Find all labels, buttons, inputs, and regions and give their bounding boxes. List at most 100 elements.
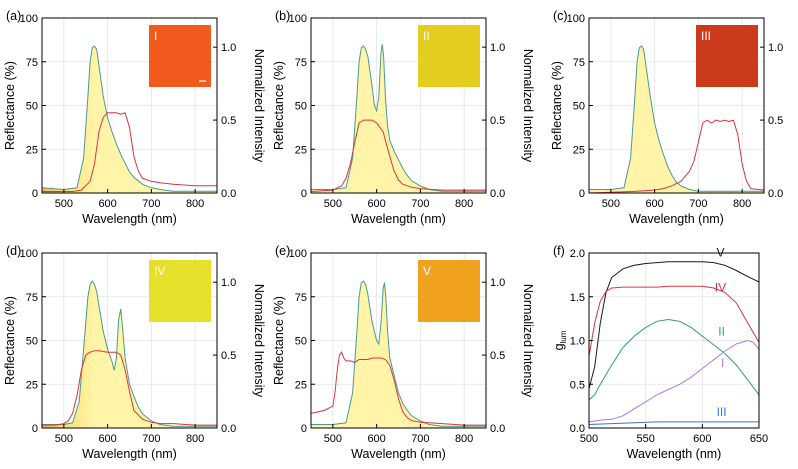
y-axis-label: Reflectance (%) — [550, 61, 564, 150]
y2-tick-label: 0.0 — [768, 188, 783, 200]
y-tick-label: 100 — [20, 248, 38, 260]
y-tick-label: 0.5 — [570, 379, 585, 391]
x-tick-label: 800 — [733, 198, 751, 210]
panel-4: IV 500 600 700 800 0 25 50 75 100 0.0 0.5 1.0 Wavelen… — [3, 244, 266, 461]
x-tick-label: 500 — [55, 433, 73, 445]
x-tick-label: 800 — [455, 198, 473, 210]
y-tick-label: 75 — [26, 292, 38, 304]
y-tick-label: 0 — [301, 423, 307, 435]
y-tick-label: 25 — [26, 379, 38, 391]
y2-tick-label: 1.0 — [490, 42, 505, 54]
y2-tick-label: 0.0 — [221, 423, 236, 435]
emission-line — [310, 119, 486, 192]
y2-tick-label: 0.5 — [490, 115, 505, 127]
reflectance-line — [311, 44, 486, 192]
y-tick-label: 50 — [295, 101, 307, 113]
x-tick-label: 500 — [324, 198, 342, 210]
x-axis-label: Wavelength (nm) — [629, 212, 724, 226]
series-line-4 — [588, 421, 759, 425]
series-label: I — [721, 356, 724, 370]
y-axis-label: Reflectance (%) — [272, 296, 286, 385]
panel-label: (d) — [6, 244, 21, 258]
y-tick-label: 100 — [567, 13, 585, 25]
reflectance-fill — [42, 46, 217, 193]
inset-label: II — [423, 29, 430, 43]
inset-image — [696, 25, 758, 87]
y-tick-label: 25 — [295, 144, 307, 156]
panel-5: V 500 600 700 800 0 25 50 75 100 0.0 0.5 1.0 Waveleng… — [272, 244, 535, 461]
y-tick-label: 25 — [26, 144, 38, 156]
x-tick-label: 700 — [411, 433, 429, 445]
panel-label: (f) — [553, 244, 565, 258]
y2-tick-label: 0.5 — [221, 115, 236, 127]
y-tick-label: 100 — [289, 248, 307, 260]
series-label: III — [717, 405, 727, 419]
y-tick-label: 0 — [32, 188, 38, 200]
y-tick-label: 50 — [295, 336, 307, 348]
x-tick-label: 700 — [689, 198, 707, 210]
y-axis-label: Reflectance (%) — [272, 61, 286, 150]
y-tick-label: 50 — [573, 101, 585, 113]
y-tick-label: 25 — [573, 144, 585, 156]
emission-line — [42, 350, 217, 426]
x-tick-label: 550 — [636, 433, 654, 445]
x-tick-label: 500 — [602, 198, 620, 210]
y2-tick-label: 0.0 — [490, 423, 505, 435]
y-tick-label: 0 — [579, 188, 585, 200]
y2-tick-label: 0.5 — [221, 350, 236, 362]
y-tick-label: 0.0 — [570, 423, 585, 435]
panel-3: III 500 600 700 800 0 25 50 75 100 0.0 0.5 1.0 Wavele… — [550, 9, 783, 226]
x-tick-label: 500 — [324, 433, 342, 445]
y2-tick-label: 0.0 — [221, 188, 236, 200]
y-tick-label: 75 — [26, 57, 38, 69]
y-tick-label: 1.0 — [570, 336, 585, 348]
reflectance-line — [42, 280, 217, 427]
y2-tick-label: 0.5 — [768, 115, 783, 127]
inset-label: IV — [154, 264, 165, 278]
x-tick-label: 600 — [367, 198, 385, 210]
x-axis-label: Wavelength (nm) — [627, 447, 722, 461]
x-tick-label: 600 — [98, 198, 116, 210]
inset-label: I — [154, 29, 157, 43]
x-axis-label: Wavelength (nm) — [82, 212, 177, 226]
y-tick-label: 50 — [26, 101, 38, 113]
inset-image — [418, 260, 480, 322]
y-axis-label-main: g — [552, 343, 566, 350]
x-tick-label: 500 — [580, 433, 598, 445]
x-tick-label: 600 — [98, 433, 116, 445]
series-label: IV — [715, 281, 726, 295]
reflectance-line — [311, 280, 486, 427]
y-tick-label: 25 — [295, 379, 307, 391]
x-tick-label: 650 — [750, 433, 768, 445]
series-line-0 — [588, 261, 760, 389]
inset-image — [149, 25, 211, 87]
y2-tick-label: 1.0 — [768, 42, 783, 54]
y-axis-label: Reflectance (%) — [3, 296, 17, 385]
y-tick-label: 75 — [295, 57, 307, 69]
panel-1: I 500 600 700 800 0 25 50 75 100 0.0 0.5 1.0 Waveleng… — [3, 9, 266, 226]
x-tick-label: 500 — [55, 198, 73, 210]
y2-axis-label: Normalized Intensity — [252, 284, 266, 398]
y-tick-label: 2.0 — [570, 248, 585, 260]
y-tick-label: 50 — [26, 336, 38, 348]
inset-label: V — [423, 264, 431, 278]
panel-label: (c) — [553, 9, 568, 23]
emission-line — [588, 119, 765, 194]
reflectance-line — [589, 45, 764, 192]
inset-image — [418, 25, 480, 87]
y2-tick-label: 0.5 — [490, 350, 505, 362]
x-tick-label: 600 — [367, 433, 385, 445]
x-tick-label: 800 — [186, 198, 204, 210]
x-tick-label: 700 — [411, 198, 429, 210]
series-line-3 — [588, 339, 760, 423]
y2-tick-label: 0.0 — [490, 188, 505, 200]
y-tick-label: 100 — [289, 13, 307, 25]
reflectance-line — [41, 45, 217, 192]
y2-axis-label: Normalized Intensity — [521, 49, 535, 163]
inset-image — [149, 260, 211, 322]
reflectance-fill — [311, 44, 486, 193]
y2-tick-label: 1.0 — [221, 277, 236, 289]
y-tick-label: 100 — [20, 13, 38, 25]
